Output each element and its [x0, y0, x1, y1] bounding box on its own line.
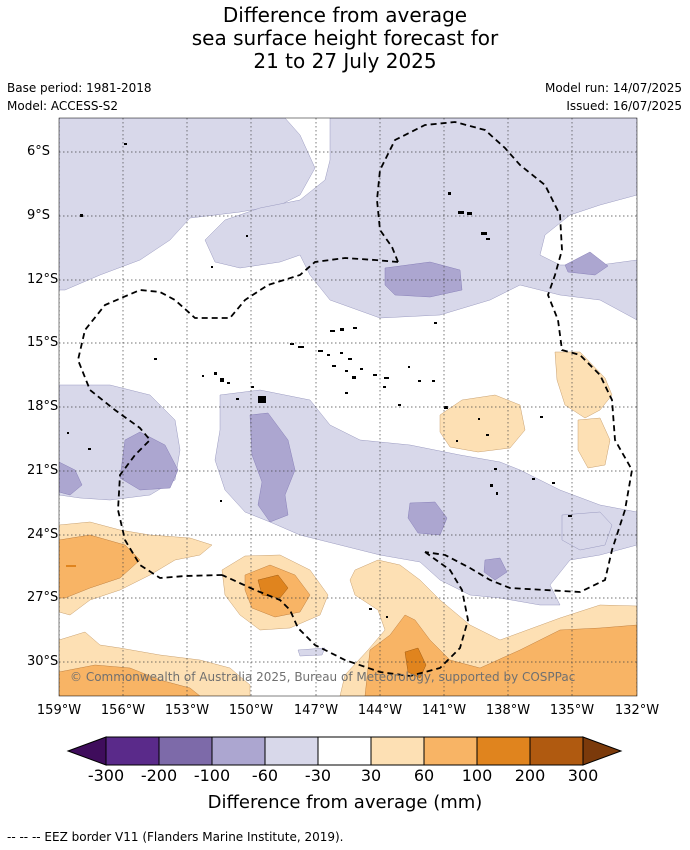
colorbar-tick-label: -200 [140, 766, 178, 785]
eez-border [77, 121, 633, 677]
lat-label: 27°S [27, 590, 59, 605]
title-line-3: 21 to 27 July 2025 [253, 49, 437, 73]
colorbar-tick-label: -60 [251, 766, 279, 785]
lon-label: 144°W [357, 703, 403, 718]
lat-label: 18°S [27, 399, 59, 414]
copyright-notice: © Commonwealth of Australia 2025, Bureau… [70, 670, 576, 684]
lon-label: 135°W [549, 703, 595, 718]
eez-footnote: -- -- -- EEZ border V11 (Flanders Marine… [7, 830, 344, 844]
model-run: Model run: 14/07/2025 [544, 81, 682, 95]
colorbar-bin [476, 736, 531, 766]
colorbar [66, 736, 623, 766]
lon-label: 153°W [164, 703, 210, 718]
colorbar-bin [264, 736, 319, 766]
map-frame [58, 117, 638, 697]
lat-label: 15°S [27, 335, 59, 350]
colorbar-tick-label: -300 [87, 766, 125, 785]
meta-left: Base period: 1981-2018 Model: ACCESS-S2 [7, 79, 152, 115]
colorbar-bin [370, 736, 425, 766]
base-period: Base period: 1981-2018 [7, 81, 152, 95]
colorbar-tick-label: 60 [413, 766, 435, 785]
colorbar-low-extension [66, 736, 107, 766]
colorbar-tick-label: 100 [461, 766, 493, 785]
lon-label: 141°W [421, 703, 467, 718]
lon-label: 147°W [293, 703, 339, 718]
colorbar-high-extension [582, 736, 623, 766]
islands [67, 143, 572, 618]
meta-right: Model run: 14/07/2025 Issued: 16/07/2025 [545, 79, 682, 115]
lon-label: 156°W [100, 703, 146, 718]
issued-date: Issued: 16/07/2025 [566, 99, 682, 113]
colorbar-bin [158, 736, 213, 766]
lat-label: 24°S [27, 527, 59, 542]
map-field [59, 118, 637, 696]
colorbar-tick-label: 30 [360, 766, 382, 785]
title-line-2: sea surface height forecast for [191, 26, 499, 50]
lon-label: 132°W [614, 703, 660, 718]
colorbar-tick-label: 200 [514, 766, 546, 785]
colorbar-tick-label: -100 [193, 766, 231, 785]
colorbar-bin [211, 736, 266, 766]
lat-label: 9°S [27, 208, 51, 223]
colorbar-tick-label: 300 [567, 766, 599, 785]
colorbar-bin [423, 736, 478, 766]
lat-label: 6°S [27, 144, 51, 159]
graticule [59, 118, 637, 696]
title-line-1: Difference from average [222, 3, 468, 27]
lat-label: 21°S [27, 463, 59, 478]
colorbar-tick-label: -30 [304, 766, 332, 785]
colorbar-bin [529, 736, 584, 766]
colorbar-bin [105, 736, 160, 766]
colorbar-bin [317, 736, 372, 766]
lat-label: 30°S [27, 654, 59, 669]
lon-label: 150°W [228, 703, 274, 718]
lat-label: 12°S [27, 272, 59, 287]
lon-label: 159°W [36, 703, 82, 718]
model-name: Model: ACCESS-S2 [7, 99, 119, 113]
map-title: Difference from average sea surface heig… [0, 4, 690, 73]
colorbar-title: Difference from average (mm) [207, 792, 483, 813]
lon-label: 138°W [485, 703, 531, 718]
